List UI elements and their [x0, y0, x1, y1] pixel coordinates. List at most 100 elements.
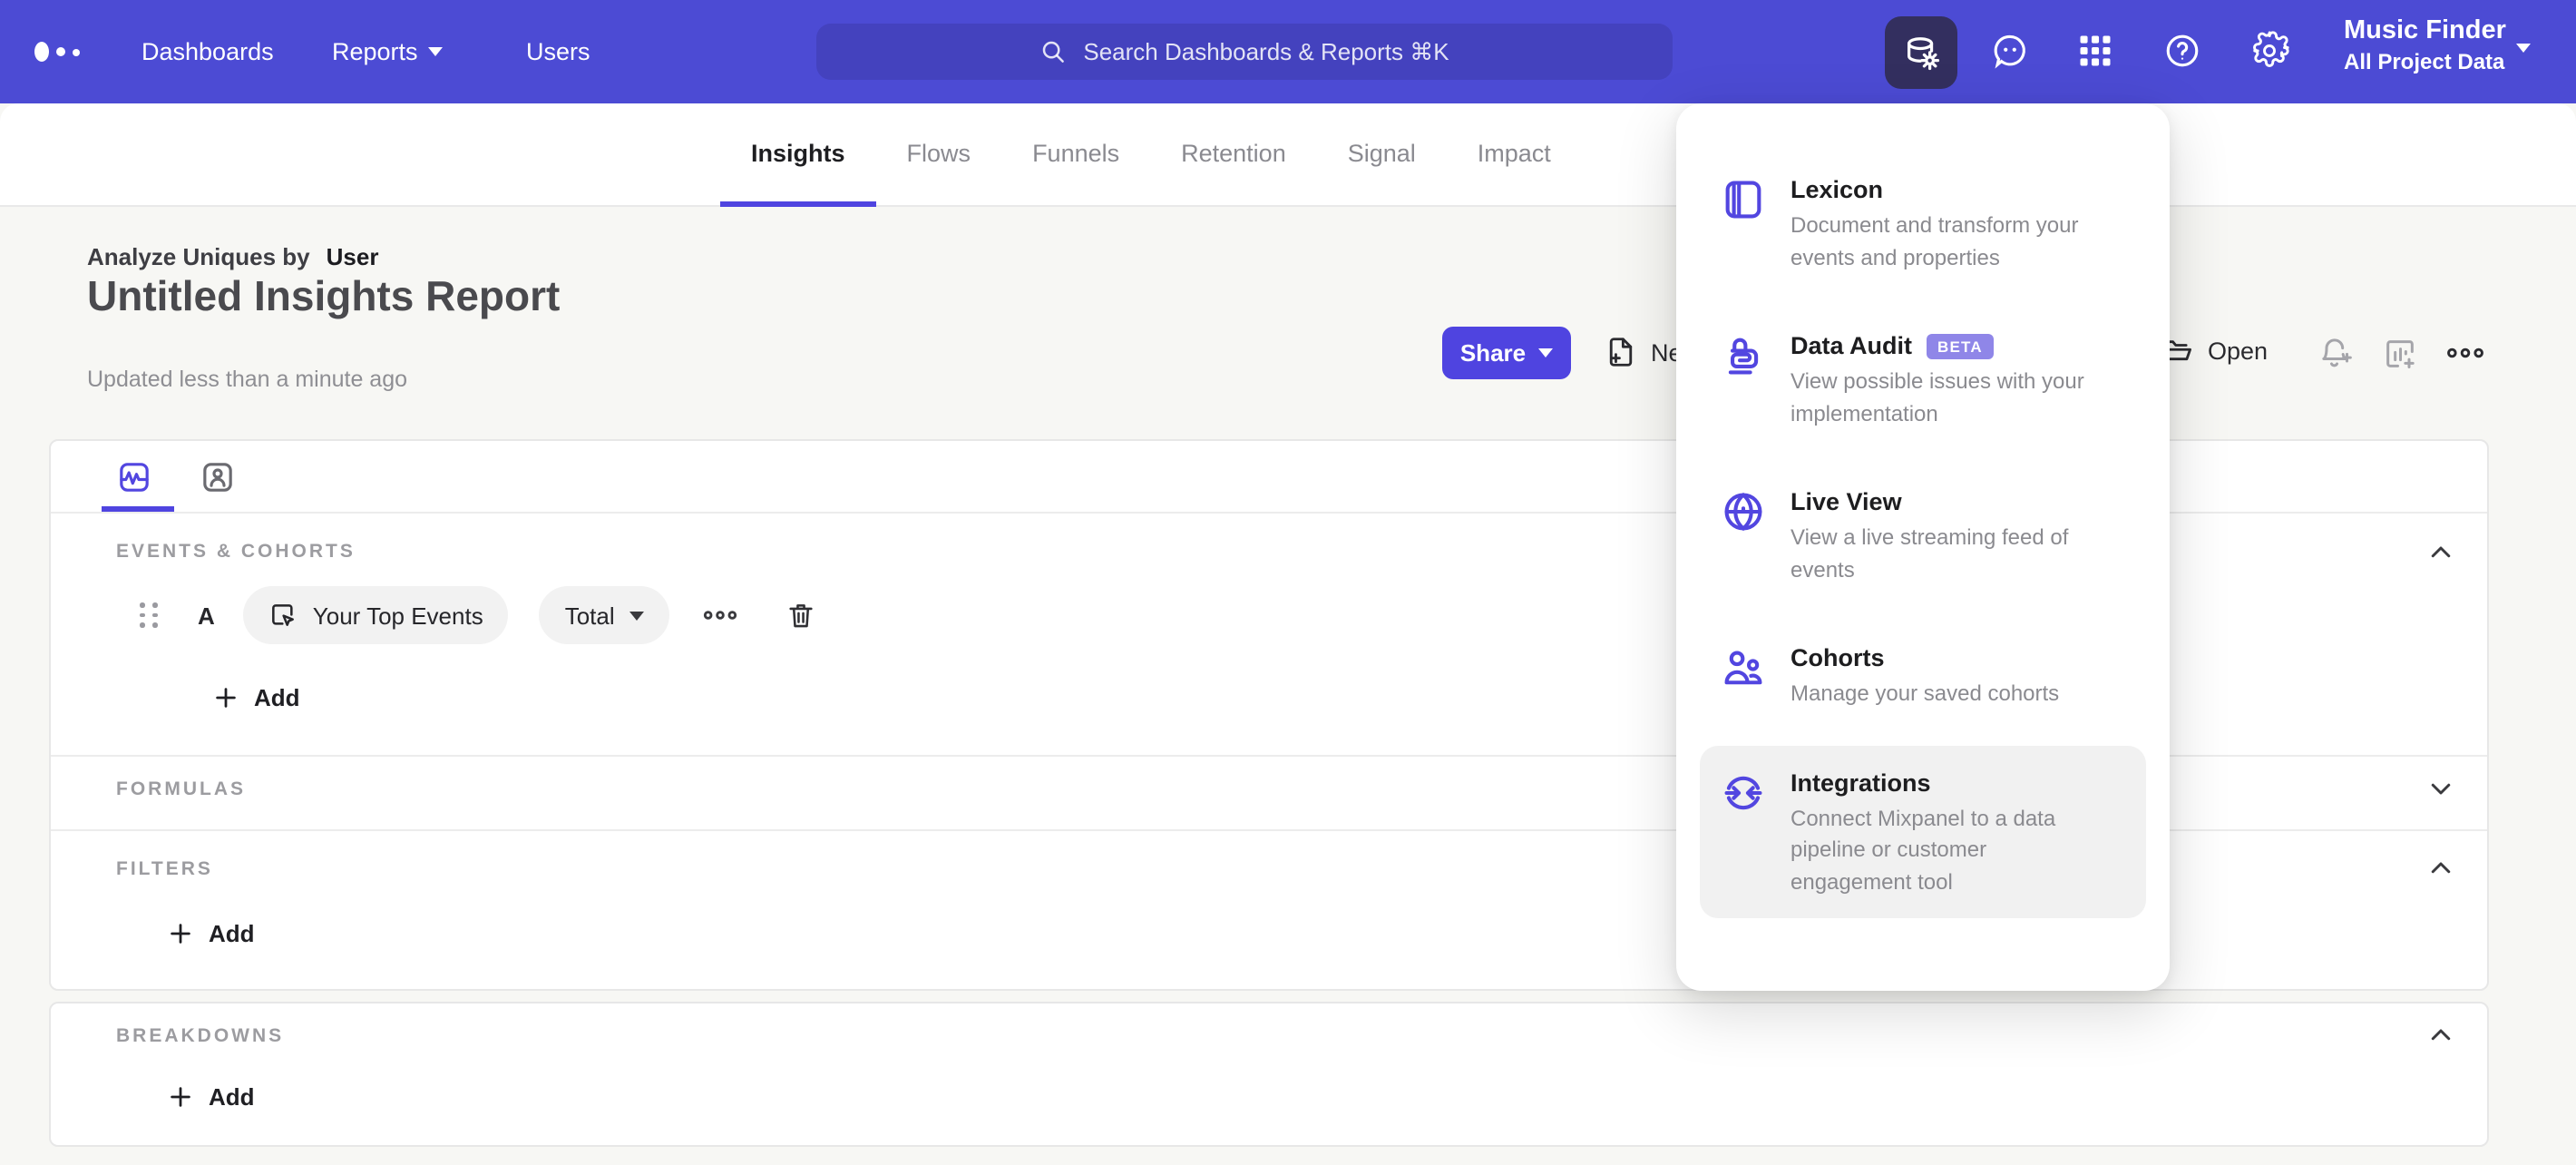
event-row: A Your Top Events Total [140, 586, 816, 644]
menu-item-description: Document and transform your events and p… [1791, 212, 2079, 270]
new-report-icon [1609, 338, 1633, 367]
alert-bell-icon[interactable] [2317, 336, 2355, 372]
event-cursor-icon [272, 604, 295, 626]
add-to-board-icon[interactable] [2382, 336, 2418, 372]
integrations-sync-icon [1724, 776, 1762, 809]
divider [51, 512, 2487, 514]
data-management-menu: Lexicon Document and transform your even… [1676, 103, 2170, 991]
tab-insights[interactable]: Insights [720, 103, 876, 207]
tab-flows[interactable]: Flows [876, 103, 1002, 207]
updated-timestamp: Updated less than a minute ago [87, 367, 408, 392]
apps-grid-icon[interactable] [2075, 31, 2115, 71]
menu-item-data-audit[interactable]: Data Audit BETA View possible issues wit… [1700, 308, 2146, 450]
share-chevron-down-icon [1538, 348, 1554, 357]
tab-retention[interactable]: Retention [1150, 103, 1317, 207]
analyze-entity-selector[interactable]: User [326, 243, 379, 270]
data-management-icon [1906, 36, 1939, 70]
tab-funnels[interactable]: Funnels [1001, 103, 1150, 207]
nav-item-reports[interactable]: Reports [332, 0, 444, 103]
divider [51, 755, 2487, 757]
nav-reports-label: Reports [332, 38, 418, 65]
top-nav: Dashboards Reports Users Search Dashboar… [0, 0, 2576, 103]
open-report-button[interactable]: Open [2159, 334, 2268, 368]
add-breakdown-button[interactable]: Add [167, 1083, 255, 1111]
cohorts-people-icon [1724, 651, 1762, 685]
breakdowns-label: BREAKDOWNS [116, 1025, 285, 1047]
menu-item-title: Integrations [1791, 769, 1931, 797]
tab-impact[interactable]: Impact [1447, 103, 1582, 207]
menu-item-live-view[interactable]: Live View View a live streaming feed of … [1700, 465, 2146, 606]
beta-badge: BETA [1927, 334, 1994, 359]
filters-label: FILTERS [116, 858, 213, 880]
data-management-button[interactable] [1885, 16, 1957, 89]
project-selector[interactable]: Music Finder All Project Data [2344, 15, 2506, 78]
lexicon-icon [1725, 181, 1761, 219]
menu-item-title: Cohorts [1791, 644, 1885, 672]
tab-funnels-label: Funnels [1032, 139, 1120, 166]
nav-users-label: Users [526, 38, 590, 65]
search-input[interactable]: Search Dashboards & Reports ⌘K [816, 24, 1673, 80]
formulas-label: FORMULAS [116, 778, 246, 800]
help-icon[interactable] [2162, 31, 2202, 71]
chevron-down-icon [428, 47, 444, 56]
tab-retention-label: Retention [1181, 139, 1286, 166]
add-filter-button[interactable]: Add [167, 920, 255, 947]
menu-item-lexicon[interactable]: Lexicon Document and transform your even… [1700, 152, 2146, 294]
formulas-expand-chevron-down-icon[interactable] [2427, 775, 2454, 802]
settings-gear-icon[interactable] [2249, 31, 2289, 71]
filters-collapse-chevron-up-icon[interactable] [2427, 855, 2454, 882]
share-label: Share [1459, 339, 1527, 367]
report-more-icon[interactable] [2445, 345, 2485, 361]
breakdowns-collapse-chevron-up-icon[interactable] [2427, 1022, 2454, 1049]
nav-item-users[interactable]: Users [526, 0, 590, 103]
menu-item-description: View a live streaming feed of events [1791, 524, 2069, 582]
add-breakdown-label: Add [209, 1083, 255, 1111]
tab-signal-label: Signal [1347, 139, 1416, 166]
search-placeholder: Search Dashboards & Reports ⌘K [1083, 37, 1449, 64]
mixpanel-logo-icon[interactable] [34, 42, 89, 67]
menu-item-description: Manage your saved cohorts [1791, 680, 2060, 707]
delete-event-trash-icon[interactable] [785, 599, 816, 631]
plus-icon [216, 688, 236, 708]
report-title: Untitled Insights Report [87, 272, 561, 319]
search-icon [1043, 41, 1065, 63]
data-audit-lock-icon [1728, 338, 1759, 375]
analyze-label: Analyze Uniques by [87, 243, 310, 270]
tab-impact-label: Impact [1477, 139, 1551, 166]
plus-icon [171, 924, 190, 944]
divider [51, 829, 2487, 831]
menu-item-integrations[interactable]: Integrations Connect Mixpanel to a data … [1700, 745, 2146, 919]
event-picker-button[interactable]: Your Top Events [243, 586, 509, 644]
add-event-label: Add [254, 684, 300, 711]
tab-flows-label: Flows [906, 139, 971, 166]
feedback-icon[interactable] [1990, 31, 2030, 71]
menu-item-title: Live View [1791, 488, 1902, 516]
metric-chevron-down-icon [629, 611, 644, 620]
report-tabbar: Insights Flows Funnels Retention Signal … [0, 103, 2576, 207]
plus-icon [171, 1087, 190, 1107]
event-picker-label: Your Top Events [312, 602, 483, 629]
menu-item-title: Data Audit [1791, 332, 1912, 360]
profiles-tab-icon[interactable] [200, 459, 236, 495]
menu-item-description: View possible issues with your implement… [1791, 368, 2084, 426]
drag-handle-icon[interactable] [140, 602, 158, 628]
nav-item-dashboards[interactable]: Dashboards [141, 0, 274, 103]
add-event-button[interactable]: Add [212, 684, 300, 711]
event-row-more-icon[interactable] [702, 608, 738, 622]
share-button[interactable]: Share [1442, 327, 1571, 379]
menu-item-description: Connect Mixpanel to a data pipeline or c… [1791, 805, 2056, 895]
events-cohorts-label: EVENTS & COHORTS [116, 541, 356, 563]
project-chevron-down-icon[interactable] [2516, 44, 2531, 53]
breakdowns-card: BREAKDOWNS Add [49, 1002, 2489, 1147]
nav-dashboards-label: Dashboards [141, 38, 274, 65]
metric-label: Total [564, 602, 615, 629]
metric-dropdown[interactable]: Total [539, 586, 669, 644]
tab-insights-label: Insights [751, 139, 845, 166]
menu-item-cohorts[interactable]: Cohorts Manage your saved cohorts [1700, 621, 2146, 730]
tab-signal[interactable]: Signal [1317, 103, 1447, 207]
events-metrics-tab-icon[interactable] [116, 459, 152, 495]
open-report-label: Open [2208, 338, 2269, 365]
project-scope: All Project Data [2344, 49, 2505, 75]
events-collapse-chevron-up-icon[interactable] [2427, 539, 2454, 566]
